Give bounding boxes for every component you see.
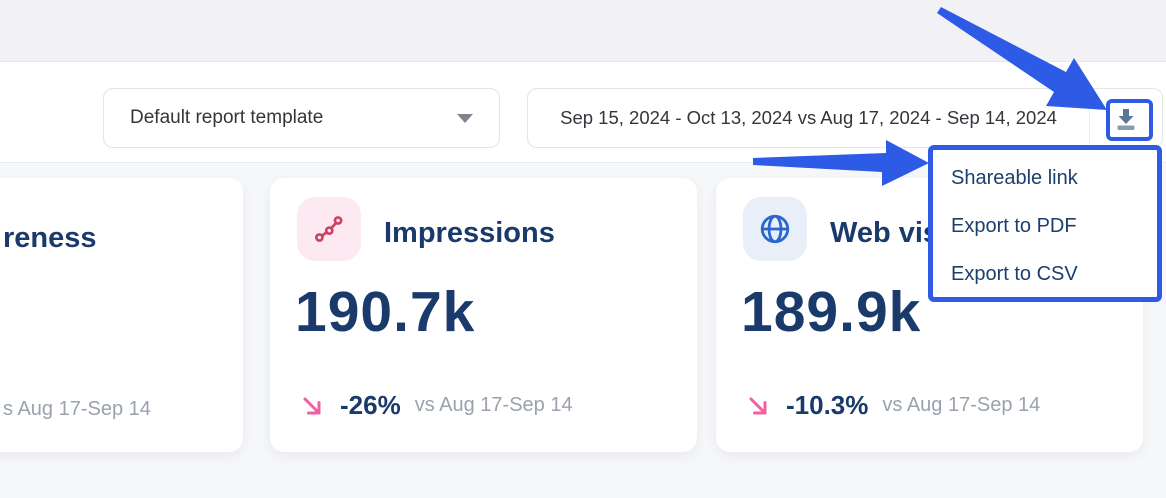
download-button[interactable] bbox=[1089, 89, 1162, 147]
chevron-down-icon bbox=[457, 113, 473, 123]
card-title-fragment: reness bbox=[3, 222, 97, 254]
menu-item-export-pdf[interactable]: Export to PDF bbox=[951, 214, 1077, 237]
web-visitors-icon-badge bbox=[743, 197, 807, 261]
menu-item-export-csv[interactable]: Export to CSV bbox=[951, 262, 1078, 285]
report-template-value: Default report template bbox=[130, 107, 324, 128]
metric-value: 190.7k bbox=[295, 280, 476, 344]
compare-period: vs Aug 17-Sep 14 bbox=[882, 394, 1041, 416]
menu-item-shareable-link[interactable]: Shareable link bbox=[951, 166, 1078, 189]
compare-period: vs Aug 17-Sep 14 bbox=[414, 394, 573, 416]
report-template-select[interactable]: Default report template bbox=[103, 88, 500, 148]
impressions-icon-badge bbox=[297, 197, 361, 261]
globe-icon bbox=[760, 214, 790, 244]
trend-down-icon bbox=[303, 397, 321, 414]
change-percent: -10.3% bbox=[786, 390, 869, 420]
metric-card-impressions: Impressions 190.7k -26% vs Aug 17-Sep 14 bbox=[270, 178, 697, 452]
date-range-picker[interactable]: Sep 15, 2024 - Oct 13, 2024 vs Aug 17, 2… bbox=[527, 88, 1163, 148]
download-icon bbox=[1117, 109, 1135, 130]
top-bar bbox=[0, 0, 1166, 62]
change-row: -10.3% vs Aug 17-Sep 14 bbox=[746, 390, 1040, 421]
card-title: Impressions bbox=[384, 217, 555, 249]
share-nodes-icon bbox=[315, 216, 343, 242]
metric-card-partial: reness s Aug 17-Sep 14 bbox=[0, 178, 243, 452]
metric-value: 189.9k bbox=[741, 280, 922, 344]
trend-down-icon bbox=[749, 397, 767, 414]
change-row: -26% vs Aug 17-Sep 14 bbox=[300, 390, 573, 421]
change-percent: -26% bbox=[340, 390, 401, 420]
date-range-value: Sep 15, 2024 - Oct 13, 2024 vs Aug 17, 2… bbox=[560, 107, 1057, 128]
card-compare-fragment: s Aug 17-Sep 14 bbox=[3, 398, 151, 420]
export-menu: Shareable link Export to PDF Export to C… bbox=[928, 145, 1162, 302]
